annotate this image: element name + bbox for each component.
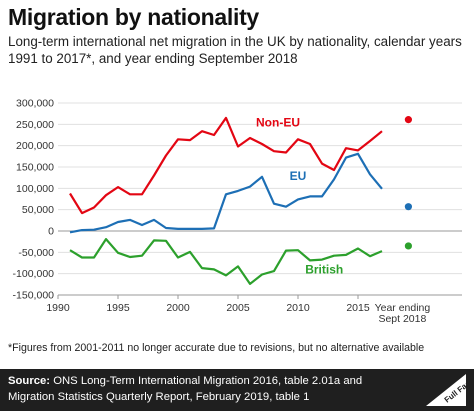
x-tick-label: 2015 [346,302,370,314]
end-point-eu [404,203,412,211]
y-tick-label: -100,000 [13,268,55,280]
x-end-label: Sept 2018 [378,313,426,325]
x-tick-label: 2000 [166,302,190,314]
x-end-label: Year ending [375,302,431,314]
series-label: EU [290,169,307,183]
series-line-eu [69,152,383,234]
x-tick-label: 2010 [286,302,310,314]
chart-title: Migration by nationality [8,4,259,30]
end-point-british [404,242,412,250]
source-label: Source: [8,375,51,387]
x-tick-label: 1995 [106,302,130,314]
line-chart: 300,000 250,000 200,000 150,000 100,000 50,00… [13,98,462,325]
series-line-non-eu [69,116,383,215]
y-tick-label: 150,000 [16,162,54,174]
full-fact-logo-icon: Full Fact [426,374,468,406]
footnote: *Figures from 2001-2011 no longer accura… [8,342,425,354]
chart-subtitle: Long-term international net migration in… [8,34,462,66]
x-tick-label: 2005 [226,302,250,314]
end-point-non-eu [404,116,412,124]
y-tick-label: -50,000 [18,247,54,259]
source-bar: Source: ONS Long-Term International Migr… [0,369,474,411]
series-label: British [305,263,343,277]
y-tick-label: 300,000 [16,98,54,110]
series-line-british [69,238,383,285]
y-tick-label: 200,000 [16,140,54,152]
source-text: Source: ONS Long-Term International Migr… [8,373,408,405]
source-citation: ONS Long-Term International Migration 20… [8,375,363,403]
y-tick-label: 0 [48,226,54,238]
y-tick-label: 250,000 [16,119,54,131]
series-label: Non-EU [256,115,300,129]
y-tick-label: 100,000 [16,183,54,195]
y-tick-label: -150,000 [13,290,55,302]
x-tick-label: 1990 [46,302,70,314]
y-tick-label: 50,000 [22,204,54,216]
